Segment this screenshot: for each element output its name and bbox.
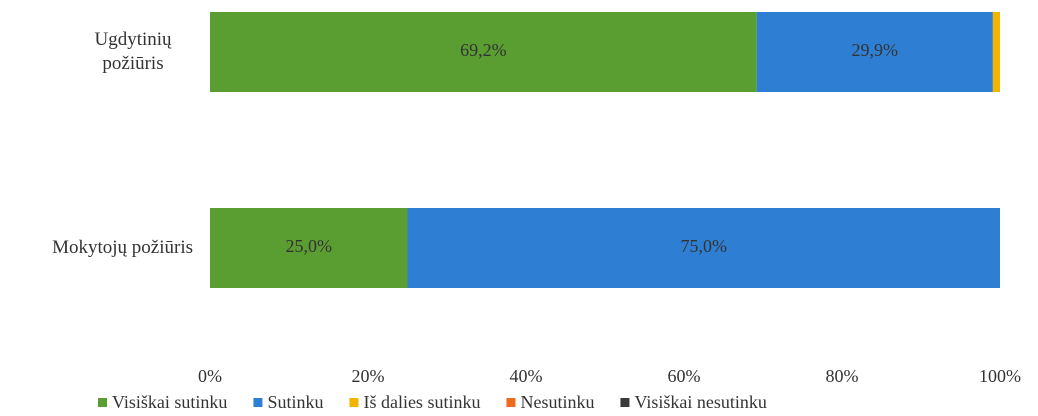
bar-segment — [210, 12, 757, 92]
x-tick-label: 80% — [826, 366, 859, 386]
bar-segment — [756, 12, 993, 92]
x-tick-label: 60% — [668, 366, 701, 386]
value-label: 69,2% — [460, 40, 507, 60]
legend-label: Iš dalies sutinku — [363, 392, 480, 412]
legend-swatch — [98, 398, 107, 407]
x-tick-label: 40% — [510, 366, 543, 386]
legend-swatch — [506, 398, 516, 407]
legend-label: Sutinku — [267, 392, 323, 412]
category-label: Mokytojų požiūris — [52, 237, 193, 258]
bar-segment — [210, 208, 408, 288]
x-tick-label: 0% — [198, 366, 222, 386]
legend-label: Visiškai nesutinku — [634, 392, 766, 412]
value-label: 75,0% — [681, 236, 728, 256]
legend-label: Nesutinku — [520, 392, 594, 412]
bar-segment — [992, 12, 1000, 92]
legend-swatch — [253, 398, 263, 407]
legend-swatch — [349, 398, 359, 407]
value-label: 29,9% — [852, 40, 899, 60]
value-label: 25,0% — [286, 236, 333, 256]
x-tick-label: 100% — [979, 366, 1021, 386]
legend-swatch — [620, 398, 630, 407]
legend-label: Visiškai sutinku — [112, 392, 227, 412]
bar-segment — [407, 208, 1000, 288]
category-label: Ugdytinių požiūris — [94, 29, 172, 74]
x-tick-label: 20% — [352, 366, 385, 386]
